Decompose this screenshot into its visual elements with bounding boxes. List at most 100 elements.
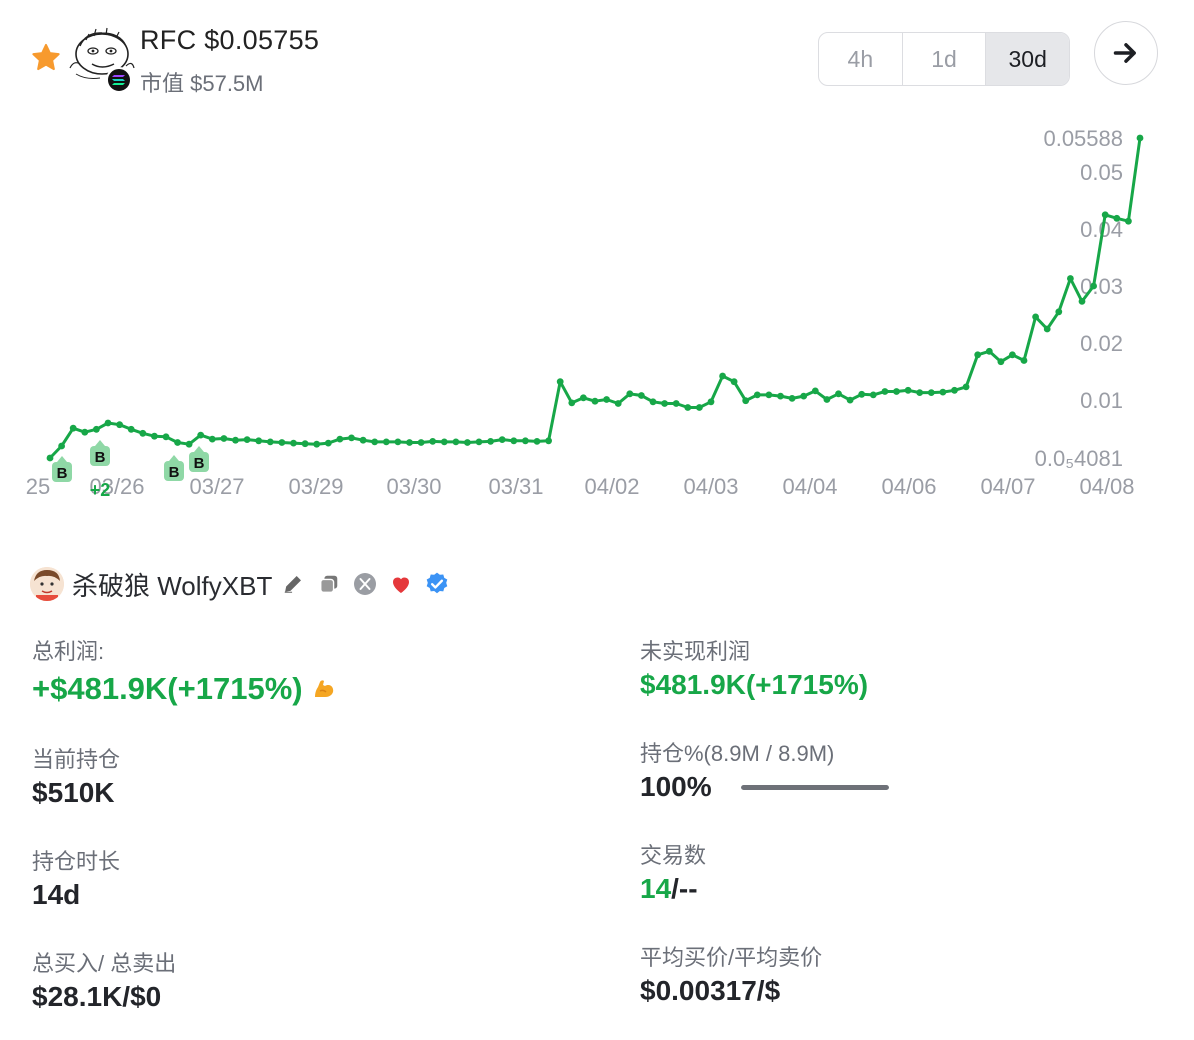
user-name: 杀破狼 WolfyXBT bbox=[72, 570, 273, 601]
price-point bbox=[394, 438, 402, 446]
price-point bbox=[707, 398, 715, 406]
price-point bbox=[522, 437, 529, 445]
edit-icon[interactable] bbox=[280, 571, 306, 597]
x-tick-label: 04/03 bbox=[683, 474, 738, 499]
price-point bbox=[313, 440, 321, 448]
price-point bbox=[893, 388, 900, 395]
price-point bbox=[927, 389, 935, 396]
buy-marker[interactable]: B bbox=[189, 446, 209, 472]
price-point bbox=[1067, 275, 1074, 282]
buy-marker-box bbox=[189, 452, 209, 472]
price-point bbox=[603, 396, 610, 403]
total-profit-amount: +$481.9K(+1715%) bbox=[32, 671, 303, 706]
avg-price-value: $0.00317/$ bbox=[640, 975, 781, 1006]
next-button[interactable] bbox=[1094, 21, 1158, 85]
price-point bbox=[881, 388, 889, 395]
trades-sell-count: /-- bbox=[671, 873, 698, 904]
copy-icon[interactable] bbox=[316, 571, 342, 597]
price-point bbox=[823, 396, 831, 403]
price-point bbox=[568, 399, 576, 407]
buy-sell-value: $28.1K/$0 bbox=[32, 981, 162, 1012]
price-point bbox=[127, 425, 135, 433]
buy-marker-pointer bbox=[95, 440, 105, 446]
price-point bbox=[197, 431, 205, 439]
buy-marker-box bbox=[90, 446, 110, 466]
price-point bbox=[846, 396, 854, 404]
buy-marker[interactable]: B bbox=[90, 440, 110, 466]
position-value: $510K bbox=[32, 777, 115, 808]
price-point bbox=[116, 421, 123, 429]
price-point bbox=[417, 439, 425, 446]
price-point bbox=[232, 436, 239, 444]
star-icon[interactable] bbox=[30, 42, 62, 74]
price-point bbox=[672, 400, 680, 407]
price-point bbox=[951, 386, 958, 394]
price-point bbox=[904, 386, 912, 394]
price-point bbox=[487, 438, 494, 445]
x-tick-label: 04/07 bbox=[980, 474, 1035, 499]
x-tick-label: 03/31 bbox=[488, 474, 543, 499]
price-point bbox=[533, 438, 541, 445]
price-point bbox=[382, 438, 390, 446]
unrealized-profit-value: $481.9K(+1715%) bbox=[640, 669, 869, 700]
price-line bbox=[48, 136, 1142, 460]
buy-marker[interactable]: B bbox=[164, 455, 184, 481]
price-point bbox=[788, 395, 796, 402]
price-point bbox=[638, 392, 645, 399]
trades-label: 交易数 bbox=[640, 843, 707, 868]
time-range-selector: 4h 1d 30d bbox=[818, 32, 1070, 86]
price-point bbox=[985, 347, 993, 355]
y-tick-label: 0.05 bbox=[1080, 160, 1123, 185]
x-tick-label: 03/30 bbox=[386, 474, 441, 499]
price-point bbox=[452, 438, 460, 446]
price-point bbox=[301, 440, 309, 448]
price-point bbox=[649, 398, 657, 406]
marker-count-annotation: +2 bbox=[90, 480, 111, 500]
price-point bbox=[406, 439, 413, 446]
price-point bbox=[869, 391, 877, 399]
x-twitter-icon[interactable] bbox=[352, 571, 378, 597]
x-tick-label: 04/02 bbox=[584, 474, 639, 499]
range-30d-button[interactable]: 30d bbox=[986, 33, 1069, 85]
buy-marker-label: B bbox=[194, 455, 205, 472]
price-point bbox=[1078, 298, 1086, 305]
price-point bbox=[220, 435, 228, 442]
price-point bbox=[359, 436, 367, 444]
x-tick-label: 04/04 bbox=[782, 474, 837, 499]
price-point bbox=[765, 391, 773, 399]
price-point bbox=[974, 351, 982, 359]
price-point bbox=[348, 434, 355, 442]
x-tick-label: 03/29 bbox=[288, 474, 343, 499]
buy-marker[interactable]: B bbox=[52, 456, 72, 482]
price-point bbox=[545, 437, 552, 445]
price-point bbox=[719, 372, 726, 380]
price-point bbox=[93, 425, 100, 433]
price-point bbox=[440, 438, 448, 446]
range-1d-button[interactable]: 1d bbox=[903, 33, 987, 85]
price-point bbox=[1032, 313, 1039, 321]
buy-marker-box bbox=[164, 461, 184, 481]
price-point bbox=[1020, 357, 1028, 364]
holding-pct-label: 持仓%(8.9M / 8.9M) bbox=[640, 741, 835, 766]
solana-icon bbox=[106, 67, 132, 93]
buy-marker-pointer bbox=[194, 446, 204, 452]
price-point bbox=[614, 400, 622, 407]
duration-label: 持仓时长 bbox=[32, 849, 121, 874]
price-point bbox=[1101, 211, 1109, 219]
x-tick-label: 04/06 bbox=[881, 474, 936, 499]
range-4h-button[interactable]: 4h bbox=[819, 33, 903, 85]
price-point bbox=[939, 388, 947, 396]
price-point bbox=[835, 390, 842, 398]
trades-value: 14/-- bbox=[640, 873, 698, 905]
price-point bbox=[626, 390, 634, 398]
user-avatar[interactable] bbox=[30, 567, 64, 601]
heart-icon[interactable] bbox=[388, 571, 414, 597]
y-tick-label: 0.05588 bbox=[1043, 126, 1123, 151]
price-point bbox=[139, 429, 147, 437]
buy-marker-label: B bbox=[95, 449, 106, 466]
holding-pct-value: 100% bbox=[640, 771, 712, 802]
price-point bbox=[208, 435, 216, 443]
price-point bbox=[278, 439, 286, 446]
y-tick-label: 0.01 bbox=[1080, 388, 1123, 413]
